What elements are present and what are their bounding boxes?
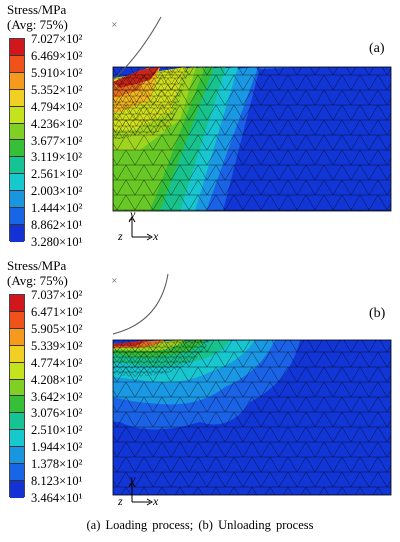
legend-subtitle-text: (Avg: 75%): [7, 17, 68, 32]
legend-swatch: [10, 157, 24, 175]
mesh-refined: [113, 67, 190, 140]
legend-value: 5.910×10²: [31, 65, 83, 80]
panel-unloading: Stress/MPa (Avg: 75%) × 7.037×10² 6.471×1…: [0, 258, 400, 514]
legend-value: 1.378×10²: [31, 457, 83, 472]
legend-value: 7.027×10²: [31, 32, 83, 46]
axis-arrows: [128, 216, 153, 241]
legend-swatch: [10, 72, 24, 90]
legend-value: 4.794×10²: [31, 99, 83, 114]
axis-y-label: y: [130, 207, 136, 221]
legend-swatch: [10, 362, 24, 380]
legend-swatch: [10, 191, 24, 209]
legend-title: Stress/MPa (Avg: 75%): [7, 258, 68, 288]
legend-value: 5.339×10²: [31, 338, 83, 353]
panel-loading: Stress/MPa (Avg: 75%) × 7.027×10² 6.469×1…: [0, 0, 400, 260]
legend-value: 5.905×10²: [31, 321, 83, 336]
legend-swatch: [10, 480, 24, 498]
legend-value: 7.037×10²: [31, 288, 83, 302]
indenter-outline: [112, 273, 169, 335]
legend-title-text: Stress/MPa: [7, 258, 67, 273]
legend-value: 4.774×10²: [31, 355, 83, 370]
legend-swatch: [10, 123, 24, 141]
close-mark-icon: ×: [111, 276, 118, 285]
legend-swatch: [10, 106, 24, 124]
legend-value: 3.076×10²: [31, 406, 83, 421]
legend-swatch: [10, 311, 24, 329]
axis-y-label: y: [130, 472, 136, 486]
legend-value: 6.469×10²: [31, 48, 83, 63]
legend-swatch: [10, 345, 24, 363]
panel-label: (a): [369, 41, 385, 56]
legend-swatch: [10, 55, 24, 73]
legend-swatch: [10, 208, 24, 225]
axis-z-label: z: [118, 229, 123, 243]
contour-plot-a: [112, 16, 392, 212]
legend-swatch: [10, 174, 24, 192]
legend-value: 5.352×10²: [31, 82, 83, 97]
legend-value: 8.123×10¹: [31, 474, 83, 489]
legend-value: 4.236×10²: [31, 116, 83, 131]
legend-swatch: [10, 447, 24, 465]
legend-swatch: [10, 224, 24, 242]
legend-value: 1.444×10²: [31, 201, 83, 216]
figure-caption: (a) Loading process; (b) Unloading proce…: [86, 518, 314, 532]
legend-value: 2.561×10²: [31, 167, 83, 182]
legend-value: 1.944×10²: [31, 440, 83, 455]
axis-x-label: x: [153, 494, 159, 508]
legend-swatch: [10, 39, 24, 56]
plot-border: [112, 66, 392, 212]
legend-value: 6.471×10²: [31, 304, 83, 319]
legend-swatch: [10, 413, 24, 431]
legend-value: 3.677×10²: [31, 133, 83, 148]
legend-subtitle-text: (Avg: 75%): [7, 273, 68, 288]
legend-title: Stress/MPa (Avg: 75%): [7, 2, 68, 32]
legend-value: 3.280×10¹: [31, 235, 83, 249]
legend-value: 2.003×10²: [31, 184, 83, 199]
plot-border: [112, 339, 392, 496]
legend-swatch: [10, 89, 24, 107]
legend-swatch: [10, 379, 24, 397]
axis-z-label: z: [118, 494, 123, 508]
indenter-outline: [112, 16, 162, 81]
legend-value: 3.119×10²: [31, 150, 82, 165]
legend-value: 2.510×10²: [31, 423, 83, 438]
legend-colorbar: [9, 294, 25, 498]
close-mark-icon: ×: [111, 20, 118, 29]
legend-value: 3.642×10²: [31, 389, 83, 404]
legend-title-text: Stress/MPa: [7, 2, 67, 17]
mesh-refined: [113, 340, 210, 377]
panel-label: (b): [369, 306, 386, 321]
legend-swatch: [10, 396, 24, 414]
legend-value: 4.208×10²: [31, 372, 83, 387]
legend-swatch: [10, 140, 24, 158]
axis-triad: y z x: [118, 472, 168, 510]
legend-swatch: [10, 295, 24, 312]
contour-plot-b: [112, 273, 392, 496]
axis-x-label: x: [153, 229, 159, 243]
axis-triad: y z x: [118, 207, 168, 245]
legend-swatch: [10, 328, 24, 346]
legend-value: 3.464×10¹: [31, 491, 83, 505]
legend-value: 8.862×10¹: [31, 218, 83, 233]
legend-colorbar: [9, 38, 25, 242]
legend-swatch: [10, 430, 24, 448]
legend-swatch: [10, 464, 24, 481]
axis-arrows: [128, 481, 153, 506]
